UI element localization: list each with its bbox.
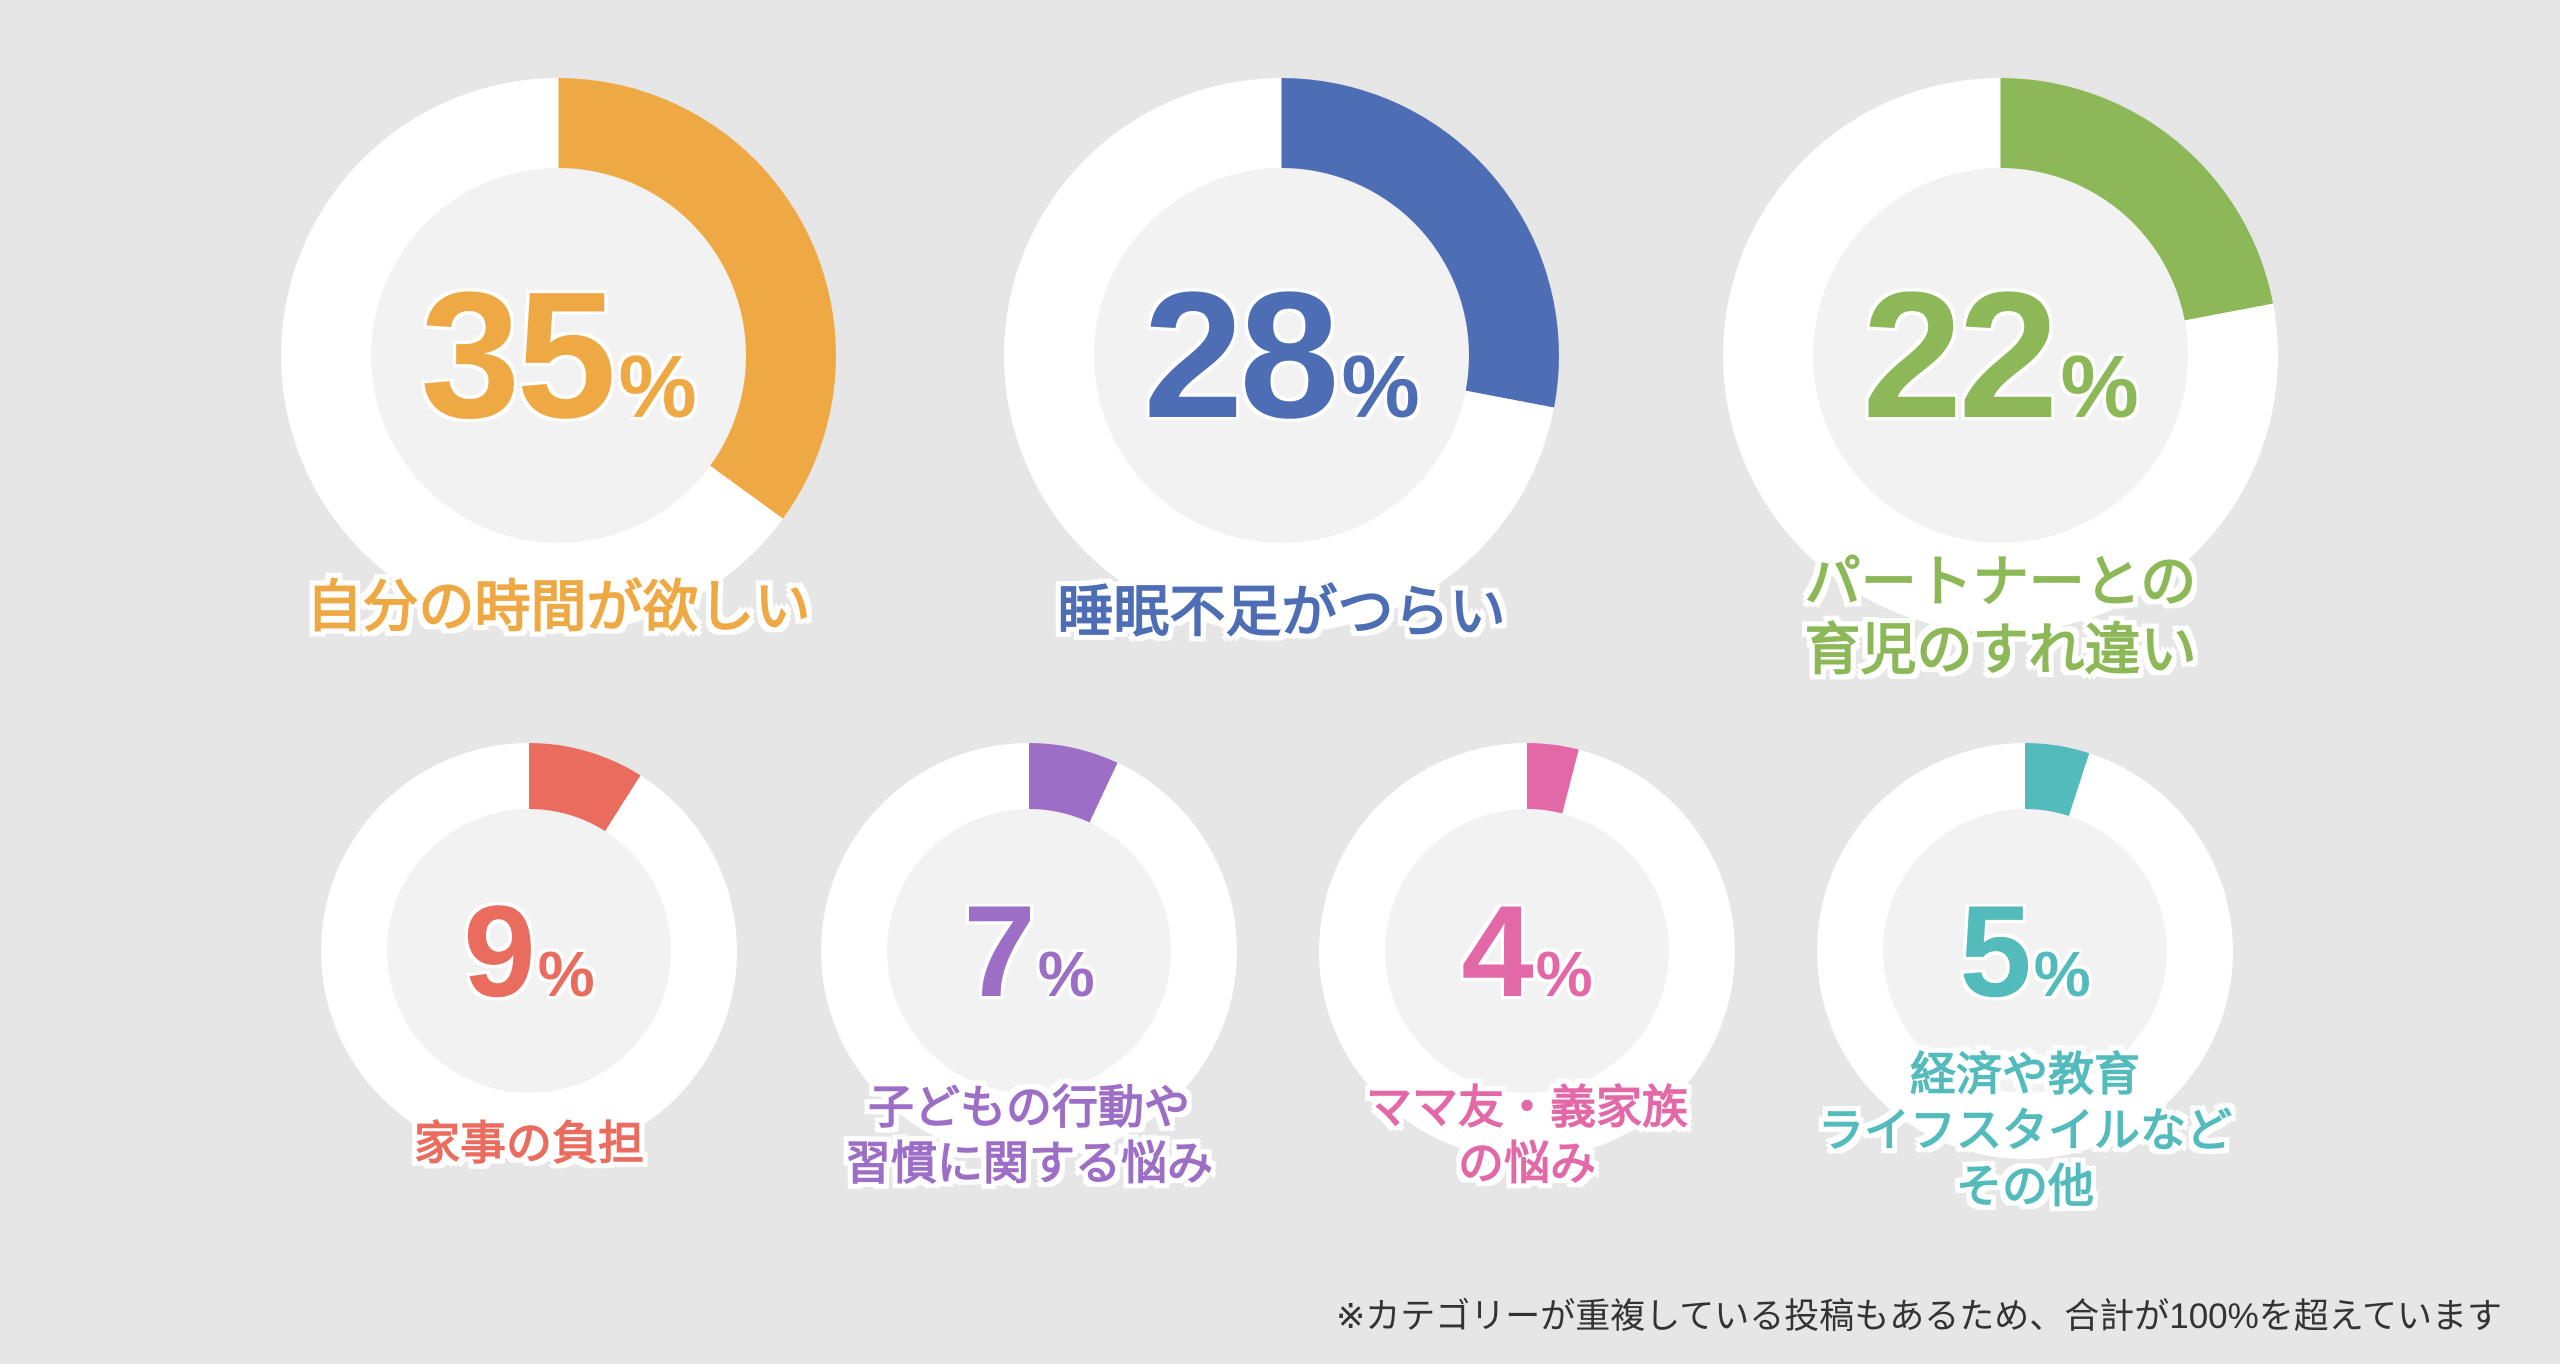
donut-hole (371, 168, 746, 543)
donut-value-number: 5 (1959, 878, 2031, 1024)
donut-value-number: 7 (963, 878, 1035, 1024)
donut-value: 22% (1723, 265, 2278, 446)
donut-label: パートナーとの 育児のすれ違い (1804, 550, 2197, 682)
donut-value: 4% (1319, 886, 1735, 1016)
donut-value-unit: % (2060, 336, 2139, 436)
donut-label: 家事の負担 (414, 1117, 644, 1169)
donut-chart-own-time: 35% 自分の時間が欲しい (281, 78, 836, 638)
donut-hole (1883, 809, 2167, 1093)
donut-value: 28% (1004, 265, 1559, 446)
donut-value-unit: % (1341, 336, 1420, 436)
donut-label: 子どもの行動や 習慣に関する悩み (845, 1081, 1213, 1190)
donut-hole (887, 809, 1171, 1093)
donut-chart-partner-disagreement: 22% パートナーとの 育児のすれ違い (1723, 78, 2278, 681)
donut-value-number: 4 (1461, 878, 1533, 1024)
donut-value: 9% (321, 886, 737, 1016)
donut-value-unit: % (1535, 938, 1593, 1010)
donut-value-unit: % (618, 336, 697, 436)
donut-value: 7% (821, 886, 1237, 1016)
donut-chart-child-behavior: 7% 子どもの行動や 習慣に関する悩み (821, 743, 1237, 1189)
donut-value-unit: % (537, 938, 595, 1010)
donut-chart-economy-education-other: 5% 経済や教育 ライフスタイルなど その他 (1817, 743, 2233, 1212)
donut-chart-sleep-deprivation: 28% 睡眠不足がつらい (1004, 78, 1559, 643)
donut-chart-mom-friends-inlaws: 4% ママ友・義家族 の悩み (1319, 743, 1735, 1189)
donut-value: 35% (281, 265, 836, 446)
footnote: ※カテゴリーが重複している投稿もあるため、合計が100%を超えています (1335, 1297, 2502, 1336)
donut-label: 自分の時間が欲しい (306, 575, 811, 638)
donut-value-number: 9 (463, 878, 535, 1024)
donut-label: 睡眠不足がつらい (1057, 580, 1506, 643)
donut-value-number: 22 (1862, 254, 2058, 456)
donut-value-number: 35 (420, 254, 616, 456)
donut-hole (1094, 168, 1469, 543)
donut-hole (1813, 168, 2188, 543)
donut-chart-housework: 9% 家事の負担 (321, 743, 737, 1169)
donut-label: ママ友・義家族 の悩み (1366, 1081, 1688, 1190)
donut-value-unit: % (1037, 938, 1095, 1010)
donut-value-unit: % (2033, 938, 2091, 1010)
donut-label: 経済や教育 ライフスタイルなど その他 (1818, 1048, 2232, 1213)
donut-hole (1385, 809, 1669, 1093)
donut-value: 5% (1817, 886, 2233, 1016)
donut-value-number: 28 (1143, 254, 1339, 456)
donut-hole (387, 809, 671, 1093)
